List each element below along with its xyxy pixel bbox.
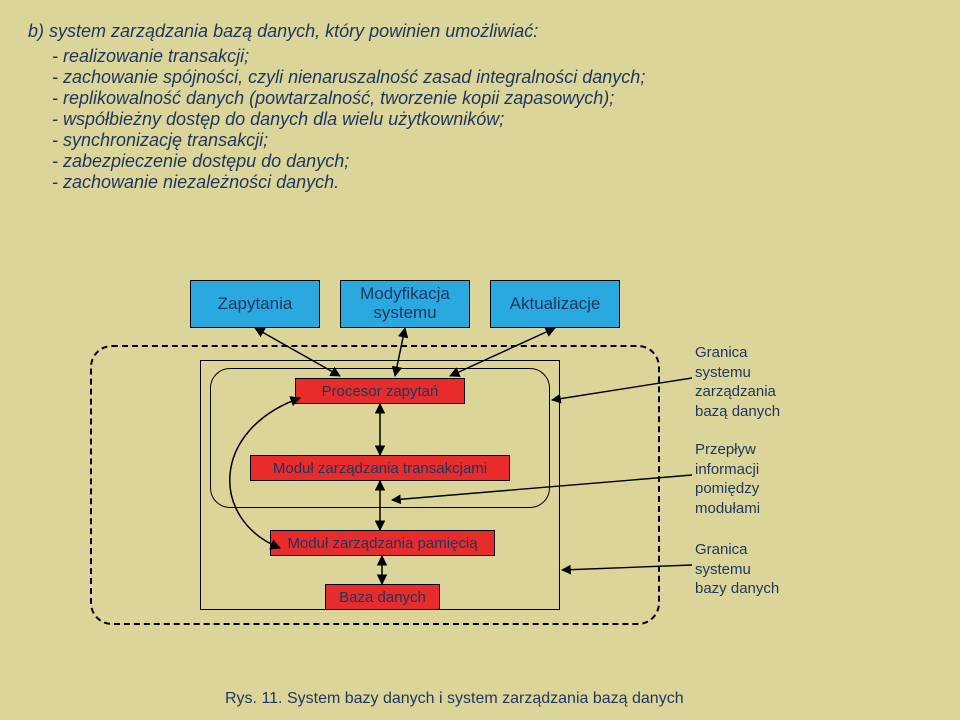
label-line: Przepływ <box>695 441 756 458</box>
label-przeplyw: Przepływ informacji pomiędzy modułami <box>695 440 760 518</box>
label-line: zarządzania <box>695 383 776 400</box>
module-label: Moduł zarządzania pamięcią <box>287 535 477 552</box>
label-line: bazą danych <box>695 403 780 420</box>
label-line: Granica <box>695 344 748 361</box>
bullet-item: - replikowalność danych (powtarzalność, … <box>52 88 932 109</box>
box-zapytania: Zapytania <box>190 280 320 328</box>
bullet-item: - zabezpieczenie dostępu do danych; <box>52 151 932 172</box>
text-content: b) system zarządzania bazą danych, który… <box>0 0 960 211</box>
module-baza-danych: Baza danych <box>325 584 440 610</box>
figure-caption: Rys. 11. System bazy danych i system zar… <box>225 690 684 708</box>
label-line: pomiędzy <box>695 480 759 497</box>
module-label: Procesor zapytań <box>322 383 439 400</box>
module-transakcje: Moduł zarządzania transakcjami <box>250 455 510 481</box>
box-label: systemu <box>373 304 436 323</box>
label-line: informacji <box>695 461 759 478</box>
box-label: Modyfikacja <box>360 285 450 304</box>
box-modyfikacja: Modyfikacja systemu <box>340 280 470 328</box>
module-label: Baza danych <box>339 589 426 606</box>
box-aktualizacje: Aktualizacje <box>490 280 620 328</box>
label-line: Granica <box>695 541 748 558</box>
bullet-item: - zachowanie spójności, czyli nienarusza… <box>52 67 932 88</box>
label-granica-szbd: Granica systemu zarządzania bazą danych <box>695 343 780 421</box>
label-line: modułami <box>695 500 760 517</box>
label-line: systemu <box>695 364 751 381</box>
box-label: Aktualizacje <box>510 294 601 314</box>
bullet-item: - synchronizację transakcji; <box>52 130 932 151</box>
bullet-list: - realizowanie transakcji; - zachowanie … <box>28 46 932 193</box>
label-line: bazy danych <box>695 580 779 597</box>
diagram-area: Zapytania Modyfikacja systemu Aktualizac… <box>0 280 960 680</box>
module-procesor-zapytan: Procesor zapytań <box>295 378 465 404</box>
module-pamiec: Moduł zarządzania pamięcią <box>270 530 495 556</box>
module-label: Moduł zarządzania transakcjami <box>273 460 487 477</box>
section-heading: b) system zarządzania bazą danych, który… <box>28 18 932 44</box>
bullet-item: - współbieżny dostęp do danych dla wielu… <box>52 109 932 130</box>
bullet-item: - realizowanie transakcji; <box>52 46 932 67</box>
box-label: Zapytania <box>218 294 293 314</box>
label-granica-bd: Granica systemu bazy danych <box>695 540 779 599</box>
bullet-item: - zachowanie niezależności danych. <box>52 172 932 193</box>
label-line: systemu <box>695 561 751 578</box>
